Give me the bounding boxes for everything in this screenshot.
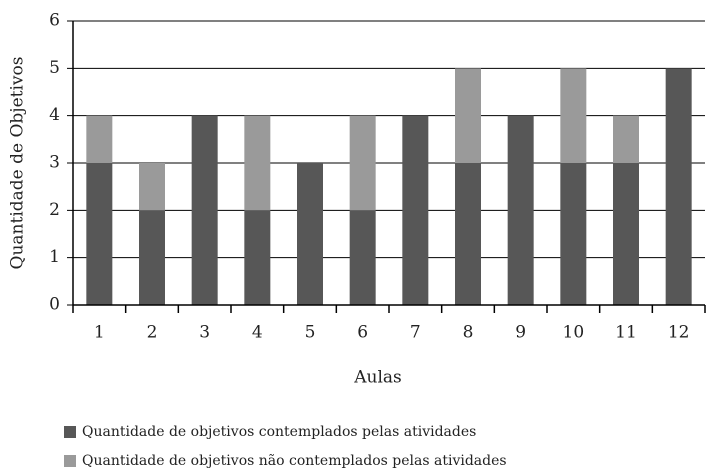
bar: [297, 163, 323, 305]
bar: [455, 163, 481, 305]
y-tick-label: 1: [49, 247, 60, 267]
legend-swatch: [64, 426, 76, 438]
x-tick-label: 7: [410, 323, 421, 343]
bar: [613, 115, 639, 163]
x-tick-label: 6: [357, 323, 368, 343]
y-tick-label: 5: [49, 58, 60, 78]
legend-swatch: [64, 455, 76, 467]
bar: [86, 115, 113, 163]
bar: [349, 115, 376, 211]
y-tick-label: 6: [49, 11, 60, 31]
legend-label: Quantidade de objetivos contemplados pel…: [82, 424, 476, 440]
bar: [244, 210, 271, 305]
bar: [191, 115, 218, 306]
y-axis-label: Quantidade de Objetivos: [8, 57, 28, 270]
y-tick-label: 0: [49, 295, 60, 315]
bar: [665, 68, 692, 305]
x-tick-label: 1: [94, 323, 105, 343]
bar: [244, 115, 271, 211]
bar: [613, 163, 639, 305]
x-tick-label: 2: [147, 323, 158, 343]
bar: [86, 163, 113, 305]
x-tick-label: 10: [563, 323, 585, 343]
x-tick-label: 3: [199, 323, 210, 343]
bar: [560, 163, 587, 305]
y-tick-label: 4: [49, 105, 60, 125]
bar: [455, 68, 481, 163]
bar: [402, 115, 429, 306]
x-tick-label: 11: [615, 323, 637, 343]
x-tick-label: 9: [515, 323, 526, 343]
x-tick-label: 12: [668, 323, 690, 343]
bar: [507, 115, 534, 306]
x-tick-label: 5: [305, 323, 316, 343]
x-tick-label: 8: [463, 323, 474, 343]
x-tick-label: 4: [252, 323, 263, 343]
bar: [349, 210, 376, 305]
legend-label: Quantidade de objetivos não contemplados…: [82, 453, 507, 469]
y-tick-label: 2: [49, 200, 60, 220]
bar: [139, 163, 165, 211]
y-tick-label: 3: [49, 153, 60, 173]
x-axis-label: Aulas: [353, 368, 402, 388]
bar: [139, 210, 165, 305]
bar: [560, 68, 587, 163]
